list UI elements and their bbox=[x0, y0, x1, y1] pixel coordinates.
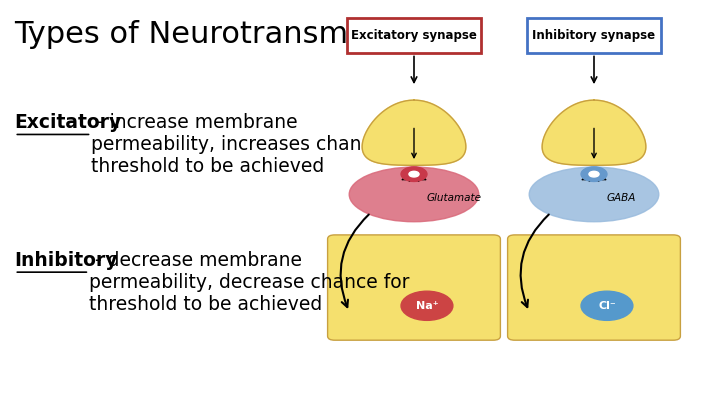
Text: Inhibitory synapse: Inhibitory synapse bbox=[532, 29, 656, 42]
Text: Types of Neurotransmitters: Types of Neurotransmitters bbox=[14, 20, 428, 49]
Polygon shape bbox=[542, 100, 646, 165]
Text: - decrease membrane
permeability, decrease chance for
threshold to be achieved: - decrease membrane permeability, decrea… bbox=[89, 251, 410, 314]
Circle shape bbox=[581, 167, 607, 181]
Circle shape bbox=[401, 291, 453, 320]
Text: - increase membrane
permeability, increases chance for
threshold to be achieved: - increase membrane permeability, increa… bbox=[91, 113, 415, 177]
Text: Cl⁻: Cl⁻ bbox=[598, 301, 616, 311]
Ellipse shape bbox=[529, 167, 659, 222]
Text: Excitatory: Excitatory bbox=[14, 113, 122, 132]
Circle shape bbox=[581, 291, 633, 320]
Text: Inhibitory: Inhibitory bbox=[14, 251, 118, 270]
Text: Glutamate: Glutamate bbox=[427, 194, 482, 203]
FancyBboxPatch shape bbox=[508, 235, 680, 340]
Text: Excitatory synapse: Excitatory synapse bbox=[351, 29, 477, 42]
Text: GABA: GABA bbox=[607, 194, 636, 203]
Polygon shape bbox=[362, 100, 466, 165]
Circle shape bbox=[589, 171, 599, 177]
Circle shape bbox=[409, 171, 419, 177]
Text: Na⁺: Na⁺ bbox=[415, 301, 438, 311]
FancyBboxPatch shape bbox=[527, 18, 661, 53]
FancyBboxPatch shape bbox=[347, 18, 481, 53]
Ellipse shape bbox=[349, 167, 479, 222]
FancyBboxPatch shape bbox=[328, 235, 500, 340]
Circle shape bbox=[401, 167, 427, 181]
